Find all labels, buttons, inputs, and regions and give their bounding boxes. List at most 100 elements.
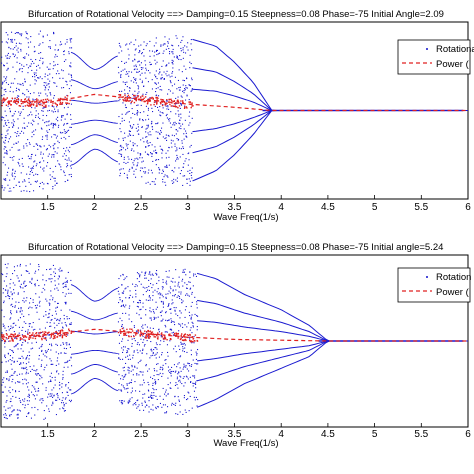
rotational-point (182, 123, 184, 125)
rotational-point (21, 367, 23, 369)
rotational-point (191, 77, 193, 79)
rotational-point (159, 402, 161, 404)
rotational-point (35, 181, 37, 183)
rotational-point (7, 294, 9, 296)
rotational-point (128, 71, 130, 73)
rotational-point (15, 90, 17, 92)
rotational-point (57, 111, 59, 113)
rotational-point (16, 360, 18, 362)
rotational-point (4, 187, 6, 189)
rotational-point (128, 348, 130, 350)
rotational-point (142, 349, 144, 351)
rotational-point (66, 280, 68, 282)
rotational-point (45, 311, 47, 313)
rotational-point (9, 187, 11, 189)
rotational-point (134, 381, 136, 383)
rotational-point (174, 167, 176, 169)
rotational-point (27, 155, 29, 157)
rotational-point (5, 152, 7, 154)
rotational-point (7, 184, 9, 186)
rotational-point (197, 363, 199, 365)
rotational-point (182, 343, 184, 345)
rotational-point (137, 123, 139, 125)
rotational-point (20, 287, 22, 289)
rotational-point (159, 372, 161, 374)
rotational-point (31, 69, 33, 71)
power-point (3, 98, 5, 100)
rotational-point (56, 55, 58, 57)
rotational-point (11, 172, 13, 174)
rotational-point (134, 340, 136, 342)
power-point (38, 335, 40, 338)
rotational-point (189, 172, 191, 174)
rotational-point (14, 270, 16, 272)
power-point (41, 335, 44, 338)
rotational-point (69, 92, 71, 94)
rotational-point (170, 387, 172, 389)
power-point (123, 330, 125, 333)
power-point (8, 101, 10, 103)
rotational-point (128, 372, 130, 374)
rotational-point (134, 143, 136, 145)
rotational-point (42, 110, 44, 112)
rotational-point (141, 161, 143, 163)
rotational-point (66, 316, 68, 318)
rotational-point (164, 138, 166, 140)
rotational-point (184, 105, 186, 107)
rotational-point (168, 38, 170, 40)
rotational-point (135, 127, 137, 129)
rotational-point (62, 283, 64, 285)
rotational-point (162, 136, 164, 138)
rotational-point (26, 145, 28, 147)
rotational-point (27, 372, 29, 374)
rotational-point (192, 359, 194, 361)
rotational-point (150, 355, 152, 357)
rotational-point (133, 351, 135, 353)
power-point (11, 333, 13, 336)
rotational-point (185, 68, 187, 70)
rotational-point (66, 342, 68, 344)
rotational-point (22, 326, 24, 328)
rotational-point (23, 301, 25, 303)
rotational-point (5, 32, 7, 34)
x-tick-label: 4 (278, 202, 284, 213)
rotational-point (128, 58, 130, 60)
rotational-point (184, 89, 186, 91)
rotational-point (36, 304, 38, 306)
power-point (183, 107, 186, 109)
rotational-point (196, 329, 198, 331)
x-tick-label: 3 (185, 429, 191, 440)
rotational-point (6, 338, 8, 340)
rotational-point (178, 89, 180, 91)
rotational-point (5, 77, 7, 79)
rotational-point (121, 284, 123, 286)
rotational-point (144, 272, 146, 274)
rotational-point (48, 334, 50, 336)
rotational-point (178, 69, 180, 71)
rotational-point (155, 152, 157, 154)
rotational-point (145, 64, 147, 66)
rotational-point (45, 93, 47, 95)
power-point (156, 334, 158, 337)
rotational-point (32, 329, 34, 331)
rotational-point (52, 124, 54, 126)
rotational-point (7, 34, 9, 36)
power-point (122, 98, 124, 101)
rotational-point (31, 326, 33, 328)
rotational-point (46, 405, 48, 407)
rotational-point (187, 391, 189, 393)
rotational-point (5, 122, 7, 124)
rotational-point (117, 321, 119, 323)
rotational-point (168, 48, 170, 50)
power-point (60, 98, 62, 100)
rotational-point (10, 278, 12, 280)
rotational-point (175, 179, 177, 181)
rotational-point (139, 384, 141, 386)
rotational-point (157, 53, 159, 55)
rotational-point (49, 167, 51, 169)
power-point (5, 333, 8, 335)
power-point (137, 95, 140, 97)
rotational-point (28, 361, 30, 363)
rotational-point (119, 45, 121, 47)
rotational-point (132, 283, 134, 285)
